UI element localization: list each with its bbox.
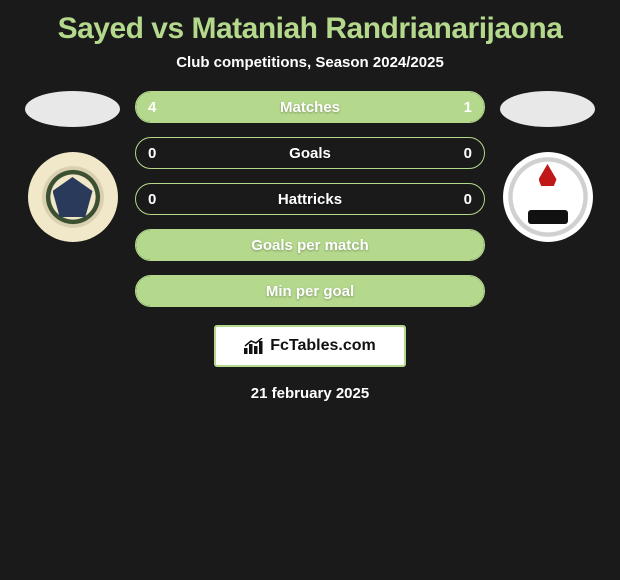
stat-value-right: 0 xyxy=(464,191,472,208)
stat-value-left: 0 xyxy=(148,145,156,162)
left-player-column xyxy=(20,91,125,242)
stat-value-left: 4 xyxy=(148,99,156,116)
stat-bar-matches: 4 1 Matches xyxy=(135,91,485,123)
stat-bar-goals-per-match: Goals per match xyxy=(135,229,485,261)
left-club-badge[interactable] xyxy=(28,152,118,242)
brand-link[interactable]: FcTables.com xyxy=(214,325,406,367)
stat-fill-left xyxy=(136,92,414,122)
comparison-widget: Sayed vs Mataniah Randrianarijaona Club … xyxy=(0,0,620,402)
stat-label: Matches xyxy=(280,99,340,116)
page-title: Sayed vs Mataniah Randrianarijaona xyxy=(0,0,620,54)
stats-column: 4 1 Matches 0 0 Goals 0 0 Hattricks Goals per mat… xyxy=(135,91,485,307)
right-flag xyxy=(500,91,595,127)
right-club-badge[interactable] xyxy=(503,152,593,242)
left-flag xyxy=(25,91,120,127)
stat-label: Goals per match xyxy=(251,237,369,254)
subtitle: Club competitions, Season 2024/2025 xyxy=(0,54,620,91)
footer: FcTables.com 21 february 2025 xyxy=(0,325,620,402)
stat-value-right: 0 xyxy=(464,145,472,162)
brand-text: FcTables.com xyxy=(270,337,376,355)
chart-icon xyxy=(244,338,264,354)
stat-bar-min-per-goal: Min per goal xyxy=(135,275,485,307)
main-row: 4 1 Matches 0 0 Goals 0 0 Hattricks Goals per mat… xyxy=(0,91,620,307)
stat-value-left: 0 xyxy=(148,191,156,208)
date-text: 21 february 2025 xyxy=(251,385,369,402)
right-player-column xyxy=(495,91,600,242)
stat-value-right: 1 xyxy=(464,99,472,116)
stat-label: Min per goal xyxy=(266,283,354,300)
stat-label: Hattricks xyxy=(278,191,342,208)
stat-label: Goals xyxy=(289,145,331,162)
stat-fill-right xyxy=(414,92,484,122)
stat-bar-hattricks: 0 0 Hattricks xyxy=(135,183,485,215)
stat-bar-goals: 0 0 Goals xyxy=(135,137,485,169)
